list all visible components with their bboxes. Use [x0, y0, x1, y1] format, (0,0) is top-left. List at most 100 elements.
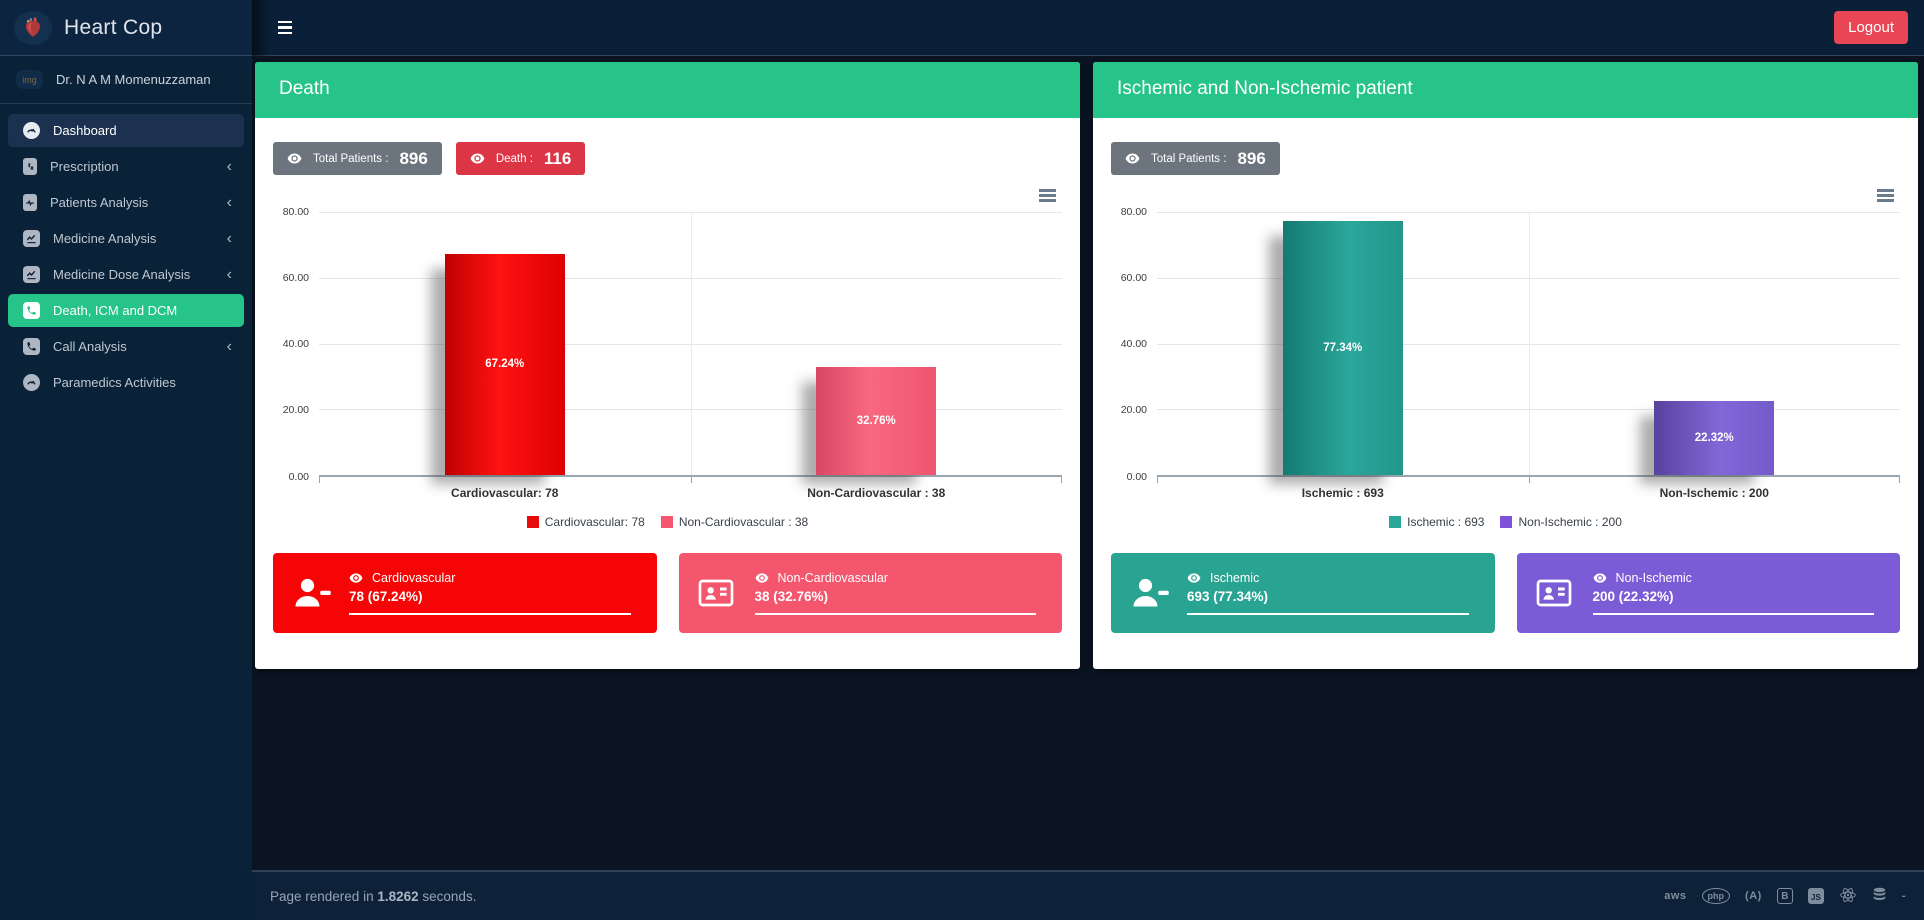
chart-legend: Ischemic : 693 Non-Ischemic : 200: [1111, 515, 1900, 529]
y-tick: 0.00: [288, 470, 309, 483]
y-axis: 80.00 60.00 40.00 20.00 0.00: [1111, 206, 1157, 483]
stat-label: Non-Cardiovascular: [777, 570, 888, 585]
sidebar-item-dashboard[interactable]: Dashboard: [8, 114, 244, 147]
x-axis: Ischemic : 693 Non-Ischemic : 200: [1157, 486, 1900, 500]
badge-label: Total Patients :: [1151, 152, 1227, 165]
y-tick: 20.00: [282, 404, 309, 417]
gauge-icon: [23, 374, 40, 391]
app-title: Heart Cop: [64, 15, 163, 39]
legend-swatch: [1500, 515, 1513, 528]
eye-icon: [1125, 153, 1140, 164]
footer: Page rendered in 1.8262 seconds. aws php…: [252, 870, 1924, 920]
medical-file-icon: [23, 194, 37, 211]
bar-value-label: 32.76%: [856, 414, 896, 427]
chart-export-menu-icon[interactable]: [1877, 189, 1894, 202]
chevron-left-icon: ‹: [226, 157, 232, 175]
sidebar-item-label: Call Analysis: [53, 339, 127, 354]
chevron-left-icon: ‹: [226, 337, 232, 355]
legend-entry[interactable]: Ischemic : 693: [1389, 515, 1484, 529]
sidebar-item-label: Death, ICM and DCM: [53, 303, 178, 318]
legend-swatch: [660, 515, 673, 528]
topbar-shadow: [252, 0, 270, 56]
death-card: Death Total Patients : 896 Death : 116: [255, 62, 1080, 669]
menu-toggle-icon[interactable]: [278, 20, 292, 35]
sidebar-item-label: Medicine Analysis: [53, 231, 157, 246]
bar-cardiovascular[interactable]: 67.24%: [444, 254, 565, 475]
chart-line-icon: [23, 230, 40, 247]
sidebar-item-medicine-analysis[interactable]: Medicine Analysis ‹: [8, 222, 244, 255]
bar-non-ischemic[interactable]: 22.32%: [1654, 401, 1775, 475]
badge-value: 896: [1237, 148, 1266, 168]
y-tick: 20.00: [1120, 404, 1147, 417]
non-ischemic-stat-box: Non-Ischemic 200 (22.32%): [1516, 552, 1900, 633]
sidebar-item-patients-analysis[interactable]: Patients Analysis ‹: [8, 186, 244, 219]
user-row: img Dr. N A M Momenuzzaman: [0, 56, 252, 104]
user-name: Dr. N A M Momenuzzaman: [56, 72, 211, 87]
x-category-label: Non-Cardiovascular : 38: [807, 485, 946, 500]
card-title: Ischemic and Non-Ischemic patient: [1093, 62, 1918, 118]
brand: Heart Cop: [0, 0, 252, 55]
plot-area: 67.24% 32.76%: [319, 211, 1062, 483]
legend-swatch: [1389, 515, 1402, 528]
php-icon: php: [1701, 888, 1731, 904]
y-tick: 40.00: [1120, 338, 1147, 350]
death-chart: 80.00 60.00 40.00 20.00 0.00: [273, 206, 1062, 483]
chart-line-icon: [23, 266, 40, 283]
topbar: Heart Cop Logout: [0, 0, 1924, 56]
gauge-icon: [23, 122, 40, 139]
aws-icon: aws: [1664, 890, 1687, 902]
total-patients-badge: Total Patients : 896: [273, 142, 442, 175]
bar-ischemic[interactable]: 77.34%: [1282, 221, 1403, 475]
eye-icon: [755, 572, 768, 583]
javascript-icon: JS: [1807, 888, 1824, 904]
tech-stack-icons: aws php (A) B JS -: [1664, 887, 1906, 906]
id-card-icon: [1535, 577, 1581, 609]
plot-area: 77.34% 22.32%: [1157, 211, 1900, 483]
eye-icon: [1187, 572, 1201, 583]
bar-non-cardiovascular[interactable]: 32.76%: [816, 367, 937, 475]
sidebar-item-death-icm-dcm[interactable]: Death, ICM and DCM: [8, 294, 244, 327]
framework-a-icon: (A): [1745, 890, 1762, 902]
sidebar-item-paramedics-activities[interactable]: Paramedics Activities: [8, 366, 244, 399]
sidebar: img Dr. N A M Momenuzzaman Dashboard Pre…: [0, 56, 252, 920]
sidebar-item-medicine-dose-analysis[interactable]: Medicine Dose Analysis ‹: [8, 258, 244, 291]
y-tick: 80.00: [282, 205, 309, 218]
legend-entry[interactable]: Cardiovascular: 78: [526, 515, 645, 529]
sidebar-item-prescription[interactable]: Prescription ‹: [8, 150, 244, 183]
x-category-label: Ischemic : 693: [1301, 485, 1384, 500]
eye-icon: [470, 153, 485, 164]
y-tick: 60.00: [1120, 271, 1147, 284]
eye-icon: [349, 572, 363, 583]
stat-label: Ischemic: [1210, 570, 1260, 585]
eye-icon: [1593, 572, 1606, 583]
dash-icon: -: [1901, 890, 1906, 902]
bootstrap-icon: B: [1776, 888, 1793, 904]
stat-underline: [1592, 612, 1875, 615]
bar-value-label: 67.24%: [485, 358, 525, 371]
person-minus-icon: [1129, 575, 1175, 611]
chart-export-menu-icon[interactable]: [1039, 189, 1056, 202]
stat-underline: [754, 612, 1037, 615]
sidebar-item-label: Medicine Dose Analysis: [53, 267, 191, 282]
stat-value: 78 (67.24%): [349, 588, 423, 604]
card-title: Death: [255, 62, 1080, 118]
eye-icon: [287, 153, 302, 164]
y-tick: 60.00: [282, 271, 309, 284]
death-badge: Death : 116: [455, 142, 586, 175]
react-icon: [1839, 887, 1857, 906]
heart-logo-icon: [14, 10, 52, 45]
stat-label: Non-Ischemic: [1615, 570, 1692, 585]
stat-value: 38 (32.76%): [754, 588, 829, 604]
main-content: Death Total Patients : 896 Death : 116: [252, 56, 1924, 920]
bar-value-label: 22.32%: [1694, 431, 1734, 444]
sidebar-item-call-analysis[interactable]: Call Analysis ‹: [8, 330, 244, 363]
sidebar-item-label: Paramedics Activities: [53, 375, 176, 390]
id-card-icon: [697, 577, 743, 609]
person-minus-icon: [291, 575, 337, 611]
legend-entry[interactable]: Non-Ischemic : 200: [1500, 515, 1622, 529]
logout-button[interactable]: Logout: [1834, 11, 1908, 44]
legend-entry[interactable]: Non-Cardiovascular : 38: [660, 515, 808, 529]
sidebar-nav: Dashboard Prescription ‹ Patients Analys…: [0, 104, 252, 399]
prescription-file-icon: [23, 158, 37, 175]
render-time-text: Page rendered in 1.8262 seconds.: [270, 888, 477, 904]
